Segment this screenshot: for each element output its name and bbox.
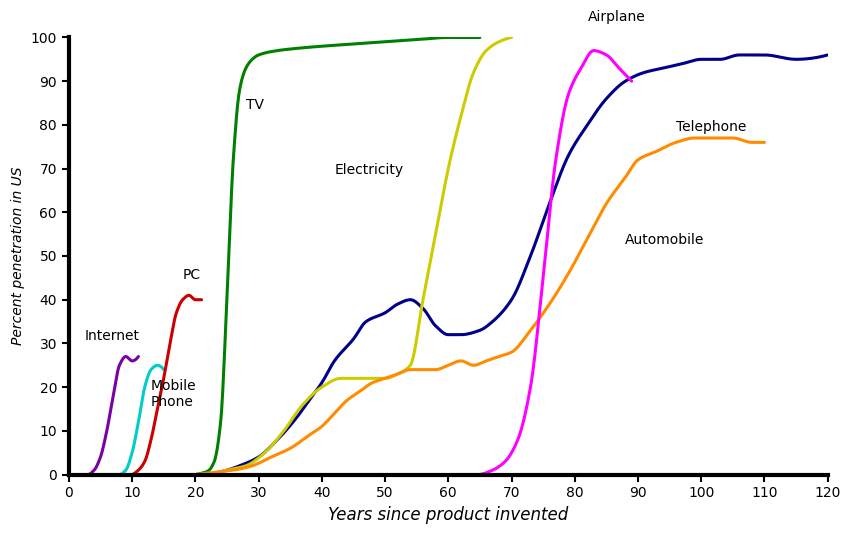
Text: Telephone: Telephone xyxy=(676,120,746,134)
X-axis label: Years since product invented: Years since product invented xyxy=(328,506,568,524)
Text: Airplane: Airplane xyxy=(587,10,645,25)
Text: TV: TV xyxy=(246,98,264,112)
Text: Electricity: Electricity xyxy=(335,163,404,177)
Text: Automobile: Automobile xyxy=(625,233,705,247)
Text: PC: PC xyxy=(182,268,201,282)
Text: Internet: Internet xyxy=(84,330,140,343)
Y-axis label: Percent penetration in US: Percent penetration in US xyxy=(11,167,25,345)
Text: Mobile
Phone: Mobile Phone xyxy=(151,379,197,409)
